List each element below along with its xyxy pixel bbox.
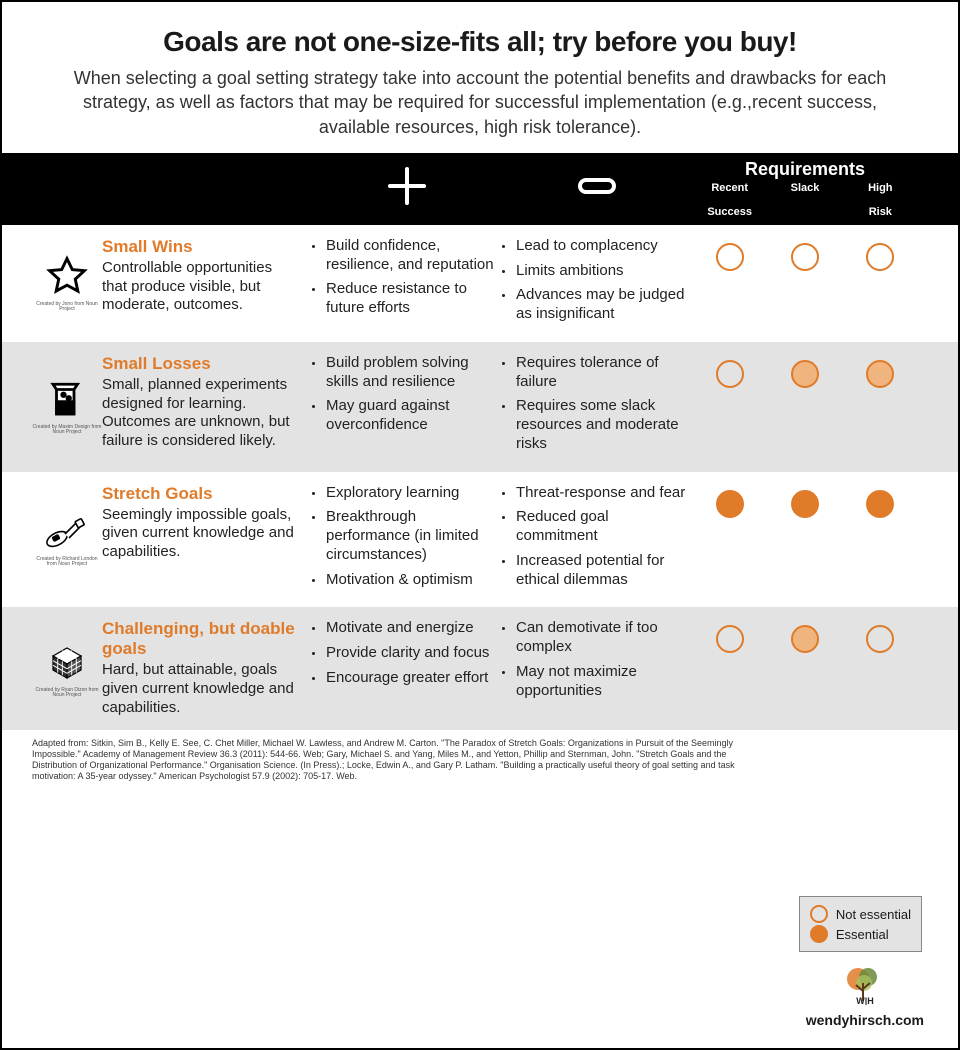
plus-item: Motivation & optimism xyxy=(326,571,502,590)
row-icon: Created by Maxim Design from Noun Projec… xyxy=(32,354,102,460)
requirement-circle xyxy=(866,243,894,271)
minus-icon xyxy=(502,163,692,214)
requirement-circle xyxy=(791,360,819,388)
minus-column: Requires tolerance of failure Requires so… xyxy=(502,354,692,460)
legend-box: Not essential Essential xyxy=(799,896,922,952)
strategy-row: Created by Maxim Design from Noun Projec… xyxy=(2,342,958,472)
minus-item: May not maximize opportunities xyxy=(516,663,692,701)
brand-url: wendyhirsch.com xyxy=(806,1012,924,1028)
requirement-circle xyxy=(866,360,894,388)
requirement-circle xyxy=(791,490,819,518)
tree-logo-icon: W|H xyxy=(838,965,892,1005)
minus-column: Lead to complacency Limits ambitions Advan… xyxy=(502,237,692,330)
strategy-definition: Controllable opportunities that produce … xyxy=(102,259,298,315)
icon-credit: Created by Jono from Noun Project xyxy=(32,302,102,312)
requirement-circle xyxy=(866,625,894,653)
plus-item: Provide clarity and focus xyxy=(326,644,502,663)
requirements-header: Requirements RecentSuccess Slack HighRis… xyxy=(692,159,918,218)
strategy-definition: Small, planned experiments designed for … xyxy=(102,376,298,451)
requirements-title: Requirements xyxy=(692,159,918,180)
plus-column: Build confidence, resilience, and reputa… xyxy=(312,237,502,330)
requirement-circle xyxy=(716,243,744,271)
row-icon: Created by Jono from Noun Project xyxy=(32,237,102,330)
plus-item: Build confidence, resilience, and reputa… xyxy=(326,237,502,275)
brand-block: W|H wendyhirsch.com xyxy=(806,965,924,1028)
plus-item: Breakthrough performance (in limited cir… xyxy=(326,508,502,564)
minus-item: Can demotivate if too complex xyxy=(516,619,692,657)
minus-item: Threat-response and fear xyxy=(516,484,692,503)
requirement-circle xyxy=(716,490,744,518)
strategy-title: Small Losses xyxy=(102,354,298,374)
strategy-title: Challenging, but doable goals xyxy=(102,619,298,659)
page-title: Goals are not one-size-fits all; try bef… xyxy=(32,26,928,58)
plus-icon xyxy=(312,163,502,214)
minus-item: Limits ambitions xyxy=(516,262,692,281)
requirement-circle xyxy=(791,243,819,271)
legend-essential: Essential xyxy=(836,927,889,942)
strategy-row: Created by Ryan Dizon from Noun Project C… xyxy=(2,607,958,729)
minus-item: Lead to complacency xyxy=(516,237,692,256)
plus-column: Exploratory learning Breakthrough perform… xyxy=(312,484,502,596)
strategy-definition: Seemingly impossible goals, given curren… xyxy=(102,506,298,562)
minus-column: Threat-response and fear Reduced goal com… xyxy=(502,484,692,596)
requirement-circle xyxy=(791,625,819,653)
requirement-dots xyxy=(692,619,918,717)
requirement-circle xyxy=(716,625,744,653)
svg-text:W|H: W|H xyxy=(856,996,874,1005)
strategy-row: Created by Richard London from Noun Proj… xyxy=(32,472,928,608)
plus-item: May guard against overconfidence xyxy=(326,397,502,435)
minus-item: Advances may be judged as insignificant xyxy=(516,286,692,324)
minus-item: Increased potential for ethical dilemmas xyxy=(516,552,692,590)
minus-item: Reduced goal commitment xyxy=(516,508,692,546)
strategy-title: Small Wins xyxy=(102,237,298,257)
row-icon: Created by Ryan Dizon from Noun Project xyxy=(32,619,102,717)
plus-item: Encourage greater effort xyxy=(326,669,502,688)
legend-full-icon xyxy=(810,925,828,943)
plus-column: Build problem solving skills and resilie… xyxy=(312,354,502,460)
legend-open-icon xyxy=(810,905,828,923)
requirement-dots xyxy=(692,354,918,460)
row-icon: Created by Richard London from Noun Proj… xyxy=(32,484,102,596)
plus-item: Reduce resistance to future efforts xyxy=(326,280,502,318)
icon-credit: Created by Ryan Dizon from Noun Project xyxy=(32,688,102,698)
strategy-definition: Hard, but attainable, goals given curren… xyxy=(102,661,298,717)
plus-item: Motivate and energize xyxy=(326,619,502,638)
minus-column: Can demotivate if too complex May not max… xyxy=(502,619,692,717)
requirement-dots xyxy=(692,237,918,330)
requirement-circle xyxy=(866,490,894,518)
plus-item: Build problem solving skills and resilie… xyxy=(326,354,502,392)
minus-item: Requires tolerance of failure xyxy=(516,354,692,392)
plus-item: Exploratory learning xyxy=(326,484,502,503)
plus-column: Motivate and energize Provide clarity and… xyxy=(312,619,502,717)
legend-not-essential: Not essential xyxy=(836,907,911,922)
strategy-row: Created by Jono from Noun Project Small W… xyxy=(32,225,928,342)
strategy-title: Stretch Goals xyxy=(102,484,298,504)
icon-credit: Created by Richard London from Noun Proj… xyxy=(32,557,102,567)
table-header: Requirements RecentSuccess Slack HighRis… xyxy=(2,153,958,225)
footer-citation: Adapted from: Sitkin, Sim B., Kelly E. S… xyxy=(32,738,928,783)
icon-credit: Created by Maxim Design from Noun Projec… xyxy=(32,425,102,435)
requirement-circle xyxy=(716,360,744,388)
page-subtitle: When selecting a goal setting strategy t… xyxy=(52,66,908,139)
requirement-dots xyxy=(692,484,918,596)
minus-item: Requires some slack resources and modera… xyxy=(516,397,692,453)
